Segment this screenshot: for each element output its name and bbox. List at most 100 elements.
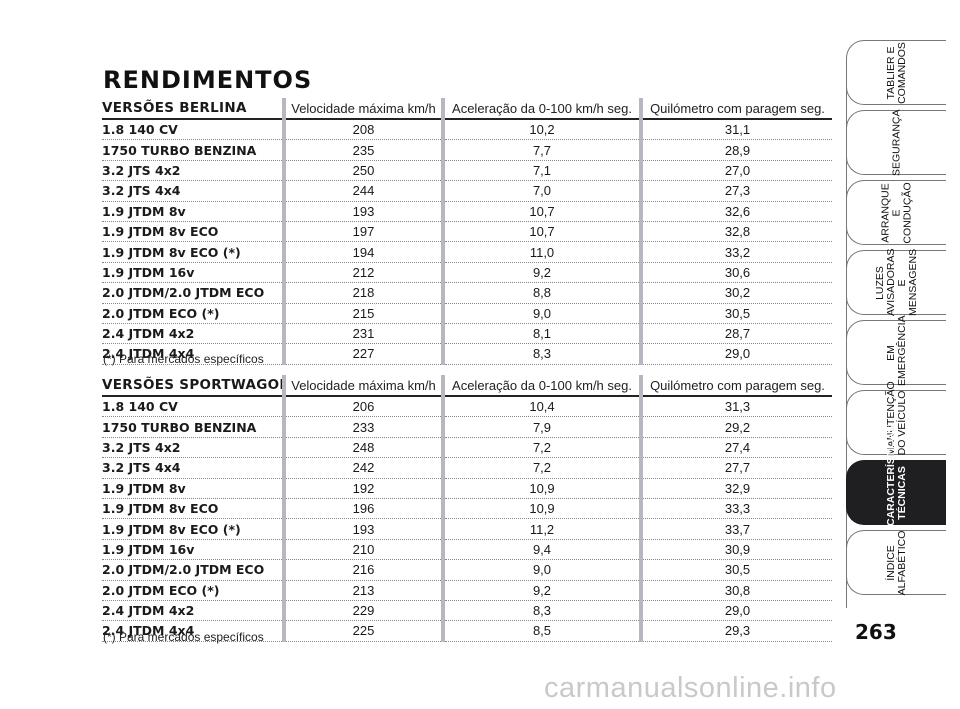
column-header: Aceleração da 0-100 km/h seg.	[441, 98, 641, 120]
value-cell: 10,4	[441, 396, 641, 418]
value-cell: 7,2	[441, 437, 641, 459]
column-header: Aceleração da 0-100 km/h seg.	[441, 375, 641, 397]
berlina-performance-table: VERSÕES BERLINA Velocidade máxima km/h Ace…	[102, 98, 832, 365]
value-cell: 218	[282, 282, 443, 304]
value-cell: 27,3	[639, 180, 832, 202]
model-name-cell: 1.9 JTDM 16v	[102, 539, 284, 561]
value-cell: 11,2	[441, 518, 641, 540]
value-cell: 231	[282, 323, 443, 345]
value-cell: 29,0	[639, 343, 832, 365]
table-row: 2.4 JTDM 4x2 231 8,1 28,7	[102, 323, 832, 345]
value-cell: 7,1	[441, 160, 641, 182]
value-cell: 7,9	[441, 416, 641, 438]
value-cell: 33,7	[639, 518, 832, 540]
tab-chapter-2[interactable]: SEGURANÇA	[846, 109, 946, 176]
model-name-cell: 3.2 JTS 4x4	[102, 457, 284, 479]
table-row: 1.8 140 CV 208 10,2 31,1	[102, 119, 832, 141]
table-row: 3.2 JTS 4x2 250 7,1 27,0	[102, 160, 832, 182]
tab-chapter-1[interactable]: TABLIER E COMANDOS	[846, 40, 946, 105]
model-name-cell: 2.0 JTDM ECO (*)	[102, 580, 284, 601]
value-cell: 28,7	[639, 323, 832, 345]
value-cell: 235	[282, 139, 443, 161]
table-header-row: VERSÕES SPORTWAGON Velocidade máxima km/h…	[102, 375, 832, 397]
value-cell: 8,3	[441, 600, 641, 622]
value-cell: 197	[282, 221, 443, 243]
table-header-row: VERSÕES BERLINA Velocidade máxima km/h Ace…	[102, 98, 832, 120]
value-cell: 192	[282, 478, 443, 499]
table-row: 1750 TURBO BENZINA 235 7,7 28,9	[102, 139, 832, 161]
value-cell: 27,7	[639, 457, 832, 479]
page-title: RENDIMENTOS	[103, 66, 313, 94]
column-header: VERSÕES BERLINA	[102, 98, 284, 120]
tab-chapter-7[interactable]: CARACTERÍSTICAS TÉCNICAS	[846, 425, 946, 526]
model-name-cell: 3.2 JTS 4x4	[102, 180, 284, 202]
value-cell: 33,3	[639, 498, 832, 520]
model-name-cell: 1750 TURBO BENZINA	[102, 416, 284, 438]
value-cell: 10,2	[441, 119, 641, 141]
tab-chapter-8[interactable]: ÍNDICE ALFABÉTICO	[846, 530, 946, 595]
value-cell: 11,0	[441, 241, 641, 263]
table-row: 3.2 JTS 4x4 242 7,2 27,7	[102, 457, 832, 479]
model-name-cell: 1.9 JTDM 8v	[102, 201, 284, 222]
table-row: 1.9 JTDM 8v ECO (*) 194 11,0 33,2	[102, 241, 832, 263]
table-row: 2.0 JTDM ECO (*) 213 9,2 30,8	[102, 580, 832, 601]
table-row: 2.0 JTDM/2.0 JTDM ECO 218 8,8 30,2	[102, 282, 832, 304]
model-name-cell: 1.9 JTDM 8v	[102, 478, 284, 499]
value-cell: 208	[282, 119, 443, 141]
value-cell: 225	[282, 620, 443, 642]
model-name-cell: 1.9 JTDM 16v	[102, 262, 284, 284]
tab-label: ARRANQUE E CONDUÇÃO	[879, 181, 914, 244]
table-row: 1.9 JTDM 8v ECO 196 10,9 33,3	[102, 498, 832, 520]
value-cell: 30,6	[639, 262, 832, 284]
value-cell: 29,0	[639, 600, 832, 622]
berlina-footnote: (*) Para mercados específicos	[103, 352, 264, 366]
model-name-cell: 3.2 JTS 4x2	[102, 160, 284, 182]
page-number: 263	[855, 620, 897, 644]
table-row: 2.4 JTDM 4x2 229 8,3 29,0	[102, 600, 832, 622]
table-row: 1.9 JTDM 8v 193 10,7 32,6	[102, 201, 832, 222]
value-cell: 9,0	[441, 559, 641, 581]
model-name-cell: 2.0 JTDM/2.0 JTDM ECO	[102, 282, 284, 304]
value-cell: 9,0	[441, 303, 641, 324]
tab-chapter-5[interactable]: EM EMERGÊNCIA	[846, 315, 946, 386]
table-row: 1.9 JTDM 8v ECO (*) 193 11,2 33,7	[102, 518, 832, 540]
value-cell: 32,9	[639, 478, 832, 499]
value-cell: 10,7	[441, 221, 641, 243]
tab-label: CARACTERÍSTICAS TÉCNICAS	[885, 425, 908, 526]
column-header: Velocidade máxima km/h	[282, 98, 443, 120]
model-name-cell: 1.9 JTDM 8v ECO (*)	[102, 518, 284, 540]
column-header: Velocidade máxima km/h	[282, 375, 443, 397]
value-cell: 244	[282, 180, 443, 202]
value-cell: 30,8	[639, 580, 832, 601]
value-cell: 27,4	[639, 437, 832, 459]
value-cell: 9,2	[441, 262, 641, 284]
model-name-cell: 1.8 140 CV	[102, 119, 284, 141]
value-cell: 8,8	[441, 282, 641, 304]
value-cell: 30,2	[639, 282, 832, 304]
value-cell: 194	[282, 241, 443, 263]
table-row: 1750 TURBO BENZINA 233 7,9 29,2	[102, 416, 832, 438]
value-cell: 212	[282, 262, 443, 284]
model-name-cell: 3.2 JTS 4x2	[102, 437, 284, 459]
tab-chapter-4[interactable]: LUZES AVISADORAS E MENSAGENS	[846, 248, 946, 316]
value-cell: 215	[282, 303, 443, 324]
value-cell: 248	[282, 437, 443, 459]
value-cell: 213	[282, 580, 443, 601]
model-name-cell: 1750 TURBO BENZINA	[102, 139, 284, 161]
value-cell: 9,2	[441, 580, 641, 601]
table-row: 3.2 JTS 4x4 244 7,0 27,3	[102, 180, 832, 202]
model-name-cell: 1.9 JTDM 8v ECO (*)	[102, 241, 284, 263]
value-cell: 31,3	[639, 396, 832, 418]
table-row: 2.0 JTDM/2.0 JTDM ECO 216 9,0 30,5	[102, 559, 832, 581]
value-cell: 8,3	[441, 343, 641, 365]
tab-chapter-3[interactable]: ARRANQUE E CONDUÇÃO	[846, 180, 946, 245]
table-row: 2.4 JTDM 4x4 227 8,3 29,0	[102, 343, 832, 365]
sportwagon-performance-table: VERSÕES SPORTWAGON Velocidade máxima km/h…	[102, 375, 832, 642]
table-row: 1.9 JTDM 8v ECO 197 10,7 32,8	[102, 221, 832, 243]
value-cell: 250	[282, 160, 443, 182]
model-name-cell: 2.4 JTDM 4x4	[102, 620, 284, 642]
model-name-cell: 1.9 JTDM 8v ECO	[102, 221, 284, 243]
tab-chapter-6[interactable]: MANUTENÇÃO DO VEÍCULO	[846, 381, 946, 456]
value-cell: 30,5	[639, 559, 832, 581]
model-name-cell: 2.0 JTDM/2.0 JTDM ECO	[102, 559, 284, 581]
